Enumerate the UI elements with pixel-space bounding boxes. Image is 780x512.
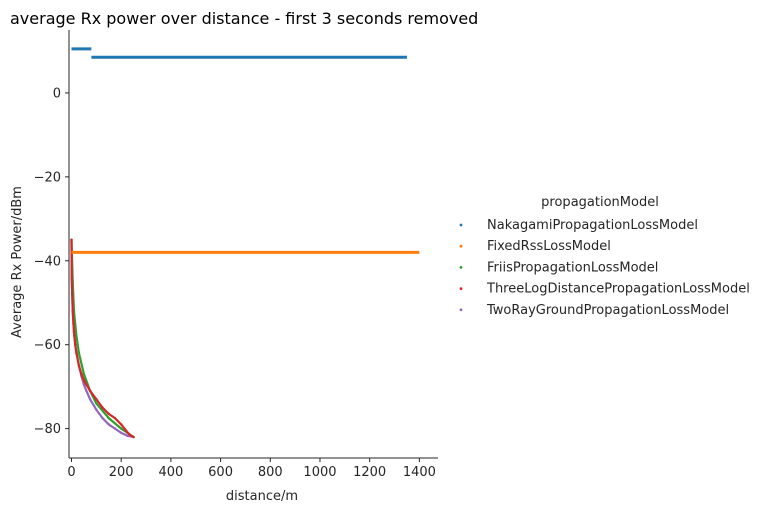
plot-area xyxy=(70,47,420,439)
data-point xyxy=(82,372,86,376)
data-point xyxy=(95,398,98,401)
data-point xyxy=(107,416,110,420)
y-tick-label: −60 xyxy=(34,338,61,353)
data-point xyxy=(71,309,74,313)
x-tick-label: 200 xyxy=(109,465,134,480)
data-point xyxy=(107,423,110,426)
x-axis-label: distance/m xyxy=(226,489,298,504)
data-point xyxy=(119,427,123,430)
data-point xyxy=(70,238,73,242)
data-point xyxy=(126,434,129,437)
data-point xyxy=(88,398,92,401)
data-point xyxy=(70,276,73,279)
data-point xyxy=(85,389,88,393)
legend-item: FriisPropagationLossModel xyxy=(459,260,658,275)
y-axis: 0 −20 −40 −60 −80 xyxy=(34,30,70,458)
y-axis-label: Average Rx Power/dBm xyxy=(10,186,25,338)
data-point xyxy=(77,351,81,355)
data-point xyxy=(95,402,98,405)
data-point xyxy=(75,335,78,338)
y-tick-label: −20 xyxy=(34,170,61,185)
data-point xyxy=(71,293,74,296)
legend-title: propagationModel xyxy=(541,195,659,210)
y-tick-label: 0 xyxy=(53,86,61,101)
data-point xyxy=(77,364,81,367)
y-tick-label: −80 xyxy=(34,422,61,437)
data-point xyxy=(80,372,83,376)
data-point xyxy=(82,379,86,382)
legend-marker xyxy=(459,244,463,248)
data-point xyxy=(107,412,110,416)
data-point xyxy=(128,433,132,437)
data-point xyxy=(101,406,104,409)
data-point xyxy=(95,408,98,411)
x-tick-label: 400 xyxy=(158,465,183,480)
data-point xyxy=(85,383,88,386)
legend-item: NakagamiPropagationLossModel xyxy=(459,218,698,233)
x-tick-label: 0 xyxy=(67,465,75,480)
data-point xyxy=(124,429,128,432)
series-three-log-distance-propagation-loss-model xyxy=(70,238,135,439)
data-point xyxy=(88,389,92,393)
data-point xyxy=(72,322,75,325)
legend-marker xyxy=(459,308,463,312)
legend-label: TwoRayGroundPropagationLossModel xyxy=(486,303,729,318)
legend-item: ThreeLogDistancePropagationLossModel xyxy=(459,282,750,297)
data-point xyxy=(72,330,76,334)
legend-marker xyxy=(459,223,463,227)
x-tick-label: 1200 xyxy=(353,465,386,480)
x-tick-label: 600 xyxy=(208,465,233,480)
y-tick-label: −40 xyxy=(34,254,61,269)
legend-item: FixedRssLossModel xyxy=(459,239,611,254)
data-point xyxy=(132,435,135,439)
x-tick-label: 800 xyxy=(258,465,283,480)
data-point xyxy=(74,343,77,346)
legend-label: FixedRssLossModel xyxy=(487,239,611,254)
legend-marker xyxy=(459,266,463,269)
data-point xyxy=(113,416,117,420)
data-point xyxy=(119,423,123,426)
chart-title: average Rx power over distance - first 3… xyxy=(10,9,478,28)
data-point xyxy=(101,416,104,420)
data-point xyxy=(113,427,117,430)
data-point xyxy=(75,351,78,355)
legend-label: ThreeLogDistancePropagationLossModel xyxy=(486,282,750,297)
x-tick-label: 1000 xyxy=(303,465,336,480)
series-nakagami-propagation-loss-model xyxy=(71,47,407,59)
x-axis: 0 200 400 600 800 1000 1200 1400 xyxy=(67,457,438,480)
legend-item: TwoRayGroundPropagationLossModel xyxy=(459,303,729,318)
legend: propagationModel NakagamiPropagationLoss… xyxy=(459,195,750,318)
legend-marker xyxy=(459,287,463,290)
data-point xyxy=(119,431,123,435)
legend-label: FriisPropagationLossModel xyxy=(487,260,658,275)
x-tick-label: 1400 xyxy=(403,465,436,480)
data-point xyxy=(82,383,86,386)
legend-label: NakagamiPropagationLossModel xyxy=(487,218,698,233)
